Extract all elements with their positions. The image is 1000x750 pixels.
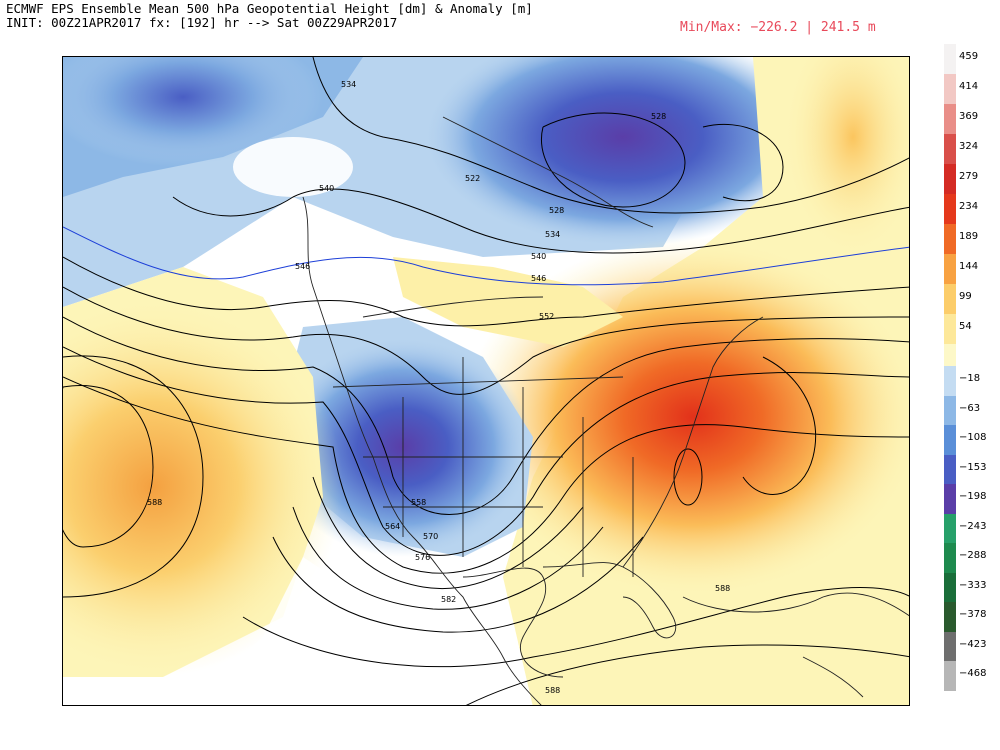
contour-label: 558	[411, 498, 426, 507]
colorbar-label: 369	[959, 111, 979, 122]
map-title: ECMWF EPS Ensemble Mean 500 hPa Geopoten…	[6, 1, 533, 16]
colorbar-swatch	[944, 254, 956, 284]
colorbar-label: 234	[959, 201, 979, 212]
contour-label: 546	[531, 274, 546, 283]
colorbar-swatch	[944, 284, 956, 314]
colorbar-label: −468	[959, 668, 987, 679]
colorbar-label: 279	[959, 171, 979, 182]
colorbar-swatch	[944, 134, 956, 164]
contour-label: 588	[545, 686, 560, 695]
colorbar-swatch	[944, 602, 956, 632]
min-max-readout: Min/Max: −226.2 | 241.5 m	[680, 20, 876, 35]
contour-label: 522	[465, 174, 480, 183]
colorbar-swatch	[944, 484, 956, 514]
contour-label: 528	[651, 112, 666, 121]
coastlines	[302, 116, 909, 705]
colorbar-label: 189	[959, 231, 979, 242]
contour-label: 588	[715, 584, 730, 593]
colorbar-swatch	[944, 74, 956, 104]
colorbar-label: −378	[959, 609, 987, 620]
contour-labels: 534 528 540 546 522 528 534 540 546 552 …	[147, 80, 730, 695]
colorbar-label: 414	[959, 81, 979, 92]
colorbar-label: 54	[959, 321, 972, 332]
colorbar-swatch	[944, 425, 956, 455]
colorbar-label: −423	[959, 638, 987, 650]
colorbar-label: 144	[959, 261, 979, 272]
contour-label: 570	[423, 532, 438, 541]
map-canvas: 534 528 540 546 522 528 534 540 546 552 …	[63, 57, 909, 705]
colorbar-label: −243	[959, 520, 987, 532]
init-forecast-time: INIT: 00Z21APR2017 fx: [192] hr --> Sat …	[6, 15, 398, 30]
colorbar-label: 459	[959, 51, 979, 62]
colorbar-swatch	[944, 513, 956, 543]
colorbar-label: −18	[959, 373, 981, 384]
anomaly-colorbar: 459 414 369 324 279 234 189 144 99 54 −18 −63 −108 −1…	[944, 44, 1000, 706]
colorbar-swatch	[944, 395, 956, 425]
colorbar-swatch	[944, 164, 956, 194]
height-contours	[63, 57, 909, 705]
contour-label: 552	[539, 312, 554, 321]
contour-label: 540	[531, 252, 546, 261]
colorbar-swatch	[944, 344, 956, 366]
colorbar-swatch	[944, 224, 956, 254]
contour-label: 528	[549, 206, 564, 215]
colorbar-swatch	[944, 543, 956, 573]
colorbar-swatch	[944, 44, 956, 74]
colorbar-label: 99	[959, 291, 972, 302]
colorbar-swatch	[944, 631, 956, 661]
colorbar-swatch	[944, 314, 956, 344]
contour-label: 588	[147, 498, 162, 507]
colorbar-label: −153	[959, 461, 987, 473]
colorbar-swatch	[944, 104, 956, 134]
colorbar-swatch	[944, 454, 956, 484]
colorbar-swatch	[944, 366, 956, 396]
colorbar-swatch	[944, 572, 956, 602]
colorbar-label: 324	[959, 141, 979, 152]
contour-label: 576	[415, 553, 430, 562]
contour-label: 582	[441, 595, 456, 604]
colorbar-label: −63	[959, 402, 981, 414]
contour-label: 534	[545, 230, 560, 239]
geopotential-map: 534 528 540 546 522 528 534 540 546 552 …	[62, 56, 910, 706]
contour-label: 546	[295, 262, 310, 271]
colorbar-swatch	[944, 661, 956, 691]
colorbar-swatch	[944, 194, 956, 224]
colorbar-label: −333	[959, 579, 987, 591]
colorbar-label: −108	[959, 432, 987, 443]
contour-label: 564	[385, 522, 400, 531]
contour-label: 540	[319, 184, 334, 193]
colorbar-label: −288	[959, 550, 987, 561]
colorbar-label: −198	[959, 491, 987, 502]
contour-label: 534	[341, 80, 356, 89]
